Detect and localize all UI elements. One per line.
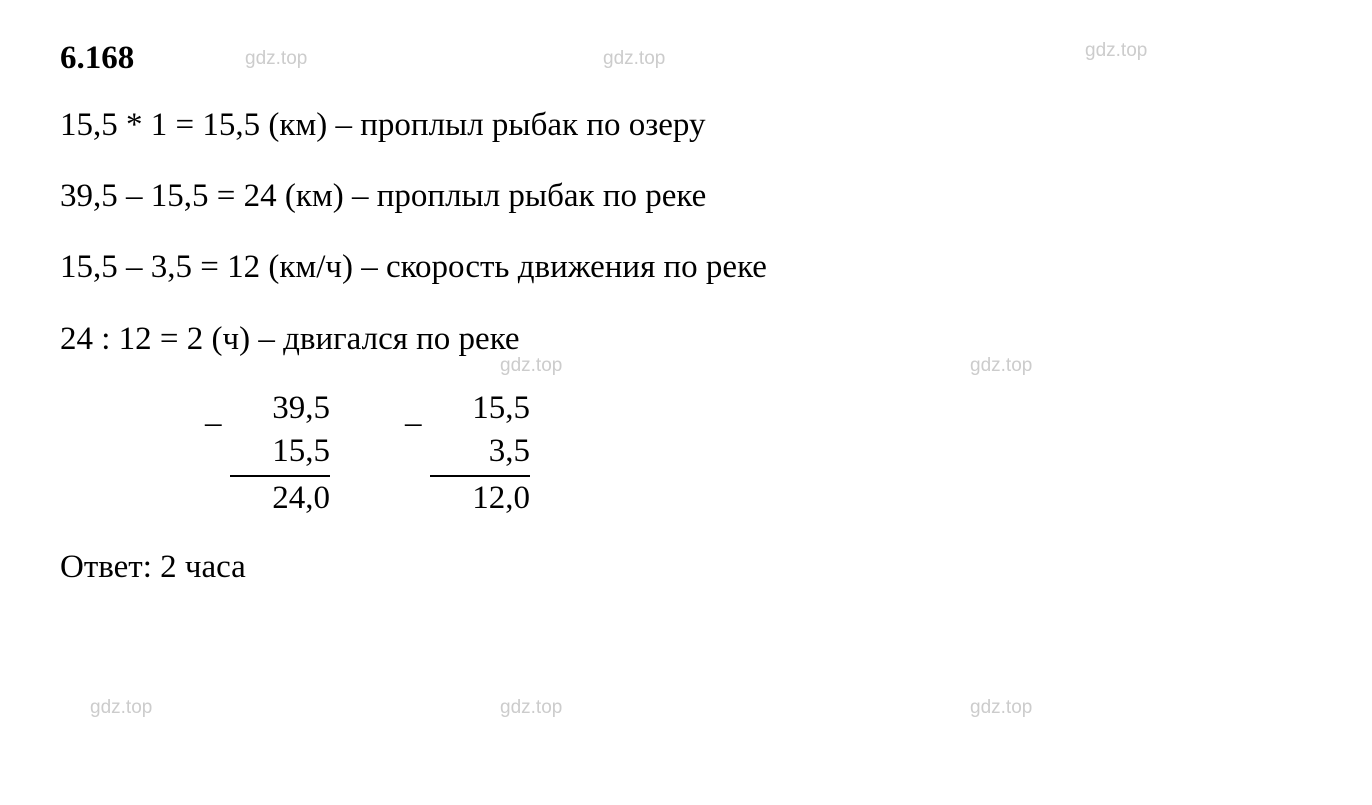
calc-2-bottom: 3,5 bbox=[430, 430, 530, 477]
calculations-container: – 39,5 15,5 24,0 – 15,5 3,5 12,0 bbox=[230, 387, 1312, 520]
problem-number: 6.168 bbox=[60, 40, 1312, 77]
calc-2-top: 15,5 bbox=[430, 387, 530, 430]
calc-2-result: 12,0 bbox=[430, 477, 530, 520]
minus-sign-1: – bbox=[205, 405, 222, 442]
calc-1-result: 24,0 bbox=[230, 477, 330, 520]
watermark: gdz.top bbox=[970, 697, 1032, 719]
watermark: gdz.top bbox=[90, 697, 152, 719]
calc-1-bottom: 15,5 bbox=[230, 430, 330, 477]
calc-block-1: – 39,5 15,5 24,0 bbox=[230, 387, 330, 520]
solution-line-1: 15,5 * 1 = 15,5 (км) – проплыл рыбак по … bbox=[60, 102, 1312, 148]
solution-line-3: 15,5 – 3,5 = 12 (км/ч) – скорость движен… bbox=[60, 244, 1312, 290]
solution-line-4: 24 : 12 = 2 (ч) – двигался по реке bbox=[60, 316, 1312, 362]
solution-line-2: 39,5 – 15,5 = 24 (км) – проплыл рыбак по… bbox=[60, 173, 1312, 219]
watermark: gdz.top bbox=[500, 697, 562, 719]
calc-block-2: – 15,5 3,5 12,0 bbox=[430, 387, 530, 520]
minus-sign-2: – bbox=[405, 405, 422, 442]
calc-1-top: 39,5 bbox=[230, 387, 330, 430]
answer-text: Ответ: 2 часа bbox=[60, 549, 1312, 586]
